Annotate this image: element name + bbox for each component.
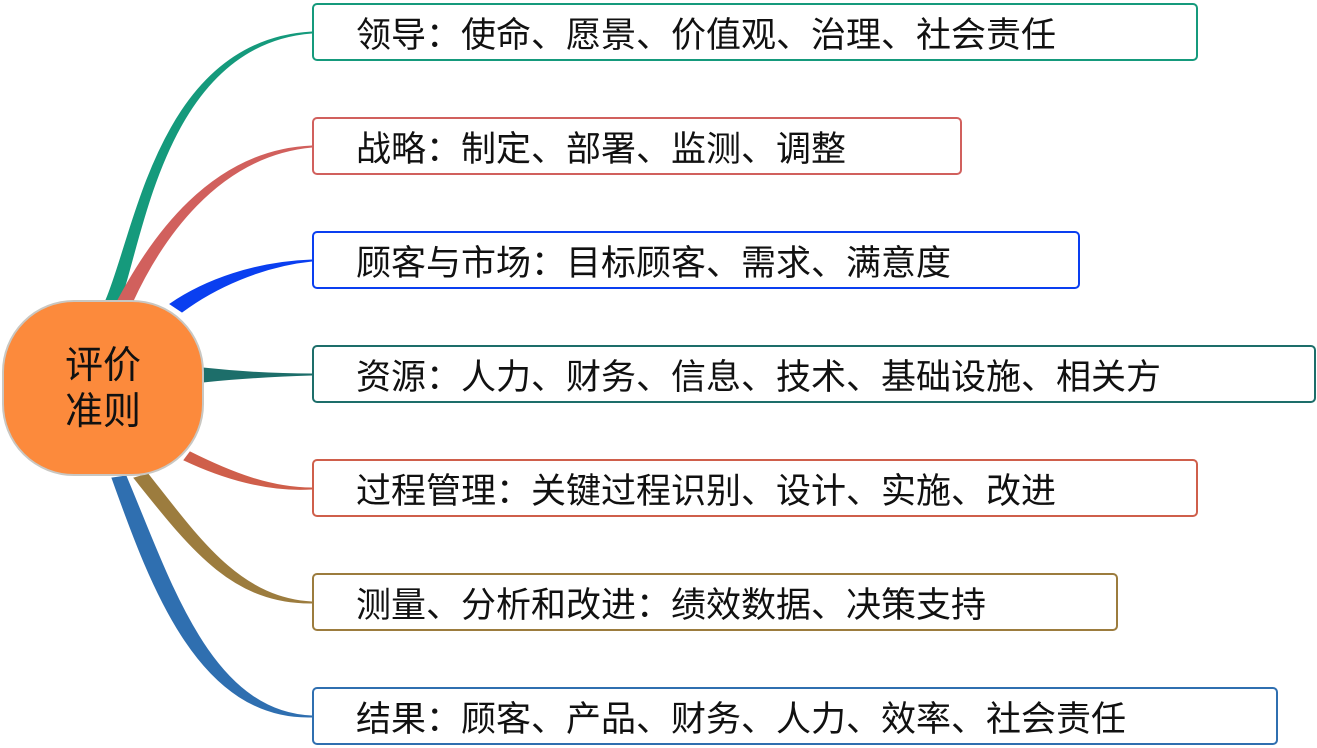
connector-resources: [202, 367, 313, 383]
connector-leadership: [105, 31, 313, 303]
root-node: 评价准则: [2, 300, 204, 476]
branch-resources: 资源：人力、财务、信息、技术、基础设施、相关方: [312, 345, 1316, 403]
branch-strategy-label: 战略：制定、部署、监测、调整: [356, 129, 847, 170]
branch-results: 结果：顾客、产品、财务、人力、效率、社会责任: [312, 687, 1278, 745]
connector-strategy: [117, 145, 313, 304]
connector-process-management: [183, 451, 313, 490]
branch-customer-market-label: 顾客与市场：目标顾客、需求、满意度: [356, 243, 952, 284]
branch-customer-market: 顾客与市场：目标顾客、需求、满意度: [312, 231, 1080, 289]
connector-results: [111, 475, 313, 718]
branch-process-management: 过程管理：关键过程识别、设计、实施、改进: [312, 459, 1198, 517]
branch-leadership-label: 领导：使命、愿景、价值观、治理、社会责任: [356, 15, 1057, 56]
branch-leadership: 领导：使命、愿景、价值观、治理、社会责任: [312, 3, 1198, 61]
connector-customer-market: [169, 259, 313, 313]
branch-measurement-analysis-label: 测量、分析和改进：绩效数据、决策支持: [356, 585, 987, 626]
branch-results-label: 结果：顾客、产品、财务、人力、效率、社会责任: [356, 699, 1127, 740]
branch-resources-label: 资源：人力、财务、信息、技术、基础设施、相关方: [356, 357, 1162, 398]
branch-strategy: 战略：制定、部署、监测、调整: [312, 117, 962, 175]
branch-measurement-analysis: 测量、分析和改进：绩效数据、决策支持: [312, 573, 1118, 631]
root-node-label: 评价准则: [64, 343, 141, 433]
branch-process-management-label: 过程管理：关键过程识别、设计、实施、改进: [356, 471, 1057, 512]
